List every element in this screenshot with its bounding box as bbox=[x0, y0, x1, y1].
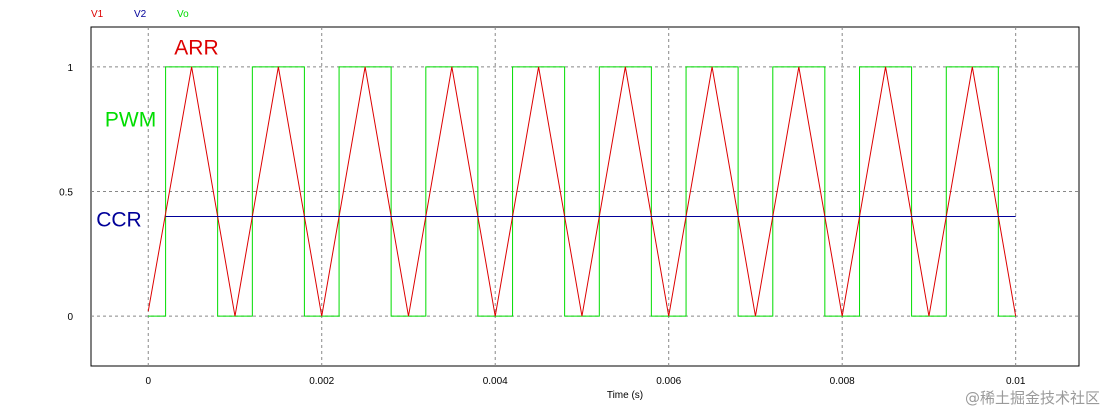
legend: V1 V2 Vo bbox=[91, 9, 189, 20]
plot-frame bbox=[90, 26, 1080, 367]
x-axis-ticks: 0 0.002 0.004 0.006 0.008 0.01 bbox=[145, 376, 1025, 387]
series-layer bbox=[147, 66, 1017, 317]
y-axis-ticks: 00.51 bbox=[59, 63, 73, 323]
watermark: @稀土掘金技术社区 bbox=[965, 389, 1100, 407]
annotations: ARR PWM CCR bbox=[96, 36, 218, 231]
legend-entry-v1: V1 bbox=[91, 9, 104, 20]
x-tick-label: 0.008 bbox=[830, 376, 855, 387]
x-tick-label: 0.002 bbox=[309, 376, 334, 387]
legend-entry-v2: V2 bbox=[134, 9, 147, 20]
annotation-arr: ARR bbox=[174, 36, 218, 59]
x-tick-label: 0 bbox=[145, 376, 151, 387]
annotation-pwm: PWM bbox=[105, 109, 156, 132]
x-tick-label: 0.01 bbox=[1006, 376, 1026, 387]
y-tick-label: 1 bbox=[67, 63, 73, 74]
legend-entry-vo: Vo bbox=[177, 9, 189, 20]
annotation-ccr: CCR bbox=[96, 208, 141, 231]
series-line-v1 bbox=[147, 66, 1017, 317]
x-tick-label: 0.006 bbox=[656, 376, 681, 387]
y-tick-label: 0.5 bbox=[59, 188, 73, 199]
x-tick-label: 0.004 bbox=[483, 376, 508, 387]
y-tick-label: 0 bbox=[67, 312, 73, 323]
x-axis-label: Time (s) bbox=[607, 390, 643, 401]
